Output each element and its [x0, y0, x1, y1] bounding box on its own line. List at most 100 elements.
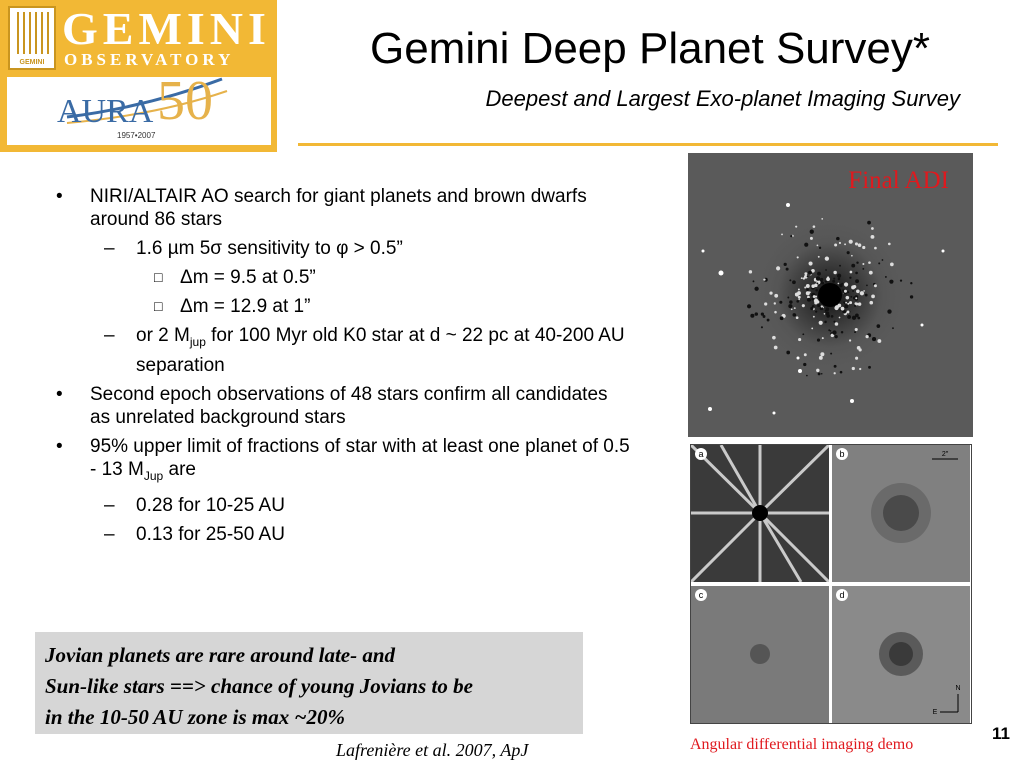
speckle [818, 246, 822, 250]
speckle [830, 333, 835, 338]
speckle [841, 282, 844, 285]
speckle [816, 368, 820, 373]
speckle [793, 307, 796, 310]
speckle [864, 293, 868, 297]
speckle [833, 372, 836, 375]
conclusion-line: in the 10-50 AU zone is max ~20% [45, 705, 345, 729]
speckle [776, 266, 781, 271]
speckle [802, 333, 805, 336]
speckle [781, 233, 783, 236]
speckle [816, 282, 819, 285]
speckle [862, 263, 865, 266]
speckle [825, 280, 828, 283]
speckle [816, 244, 819, 247]
speckle [760, 326, 763, 329]
speckle [811, 327, 814, 330]
bullet-text: Second epoch observations of 48 stars co… [90, 383, 608, 428]
speckle [854, 304, 857, 307]
speckle [824, 256, 830, 261]
speckle [851, 263, 856, 268]
speckle [773, 302, 776, 305]
speckle [796, 299, 800, 303]
speckle [789, 300, 793, 304]
speckle [851, 315, 857, 320]
speckle [876, 324, 881, 328]
speckle [839, 264, 841, 267]
aura-fifty: 50 [157, 70, 213, 132]
speckle [856, 261, 859, 264]
speckle [825, 311, 830, 316]
panel-label: b [836, 448, 848, 460]
bullet-marker: • [56, 383, 63, 405]
speckle [818, 355, 823, 360]
speckle [833, 270, 837, 275]
speckle [774, 310, 777, 314]
speckle [839, 283, 843, 288]
speckle [855, 271, 858, 275]
speckle [859, 291, 865, 296]
speckle [845, 301, 847, 304]
speckle [856, 289, 860, 294]
logo-top-band: GEMINI GEMINI OBSERVATORY [4, 2, 274, 74]
speckle [806, 288, 809, 291]
east-label: E [933, 709, 938, 716]
speckle [843, 301, 846, 304]
panel-d-image: N E [879, 632, 961, 716]
panel-label: c [695, 589, 707, 601]
speckle [798, 298, 800, 301]
speckle [869, 300, 874, 305]
speckle [811, 284, 815, 288]
speckle [855, 279, 860, 284]
speckle [832, 330, 837, 335]
conclusion-line: Sun-like stars ==> chance of young Jovia… [45, 674, 473, 698]
speckle [747, 304, 752, 309]
speckle [812, 315, 815, 318]
speckle [769, 291, 773, 295]
speckle [850, 295, 853, 298]
speckle [849, 276, 852, 279]
speckle [846, 310, 850, 314]
sub-bullet-text: 1.6 µm 5σ sensitivity to φ > 0.5” [136, 238, 403, 259]
speckle [887, 242, 891, 246]
speckle [862, 245, 866, 250]
speckle [844, 243, 847, 246]
speckle [910, 282, 913, 285]
speckle [795, 316, 799, 320]
speckle [763, 278, 766, 281]
sub-sub-bullet-text: Δm = 9.5 at 0.5” [180, 267, 316, 288]
speckle [808, 270, 812, 275]
speckle [838, 241, 842, 245]
speckle [762, 315, 766, 318]
speckle [848, 339, 852, 342]
aura-swoosh-icon [66, 77, 228, 124]
speckle [774, 293, 779, 298]
speckle [788, 304, 793, 309]
speckle [764, 302, 768, 306]
speckle [821, 281, 825, 285]
speckle [773, 345, 778, 350]
gemini-mark-icon: GEMINI [8, 6, 56, 70]
sub-bullet-item: – 1.6 µm 5σ sensitivity to φ > 0.5” [50, 237, 630, 260]
speckle [834, 243, 838, 247]
speckle [823, 312, 826, 315]
final-adi-label: Final ADI [848, 167, 949, 194]
sub-sub-bullet-item: □ Δm = 12.9 at 1” [50, 295, 630, 318]
dash-marker: – [104, 494, 115, 516]
speckle [811, 268, 815, 273]
panel-c-image [691, 586, 829, 723]
bullet-text: 95% upper limit of fractions of star wit… [90, 436, 630, 483]
panel-b-image: 2″ [871, 451, 958, 543]
speckle [844, 304, 849, 309]
speckle [816, 338, 821, 342]
speckle [766, 318, 770, 322]
speckle [810, 306, 814, 311]
speckle [874, 246, 877, 250]
speckle [899, 279, 903, 282]
speckle [790, 308, 793, 311]
speckle [821, 218, 824, 220]
speckle [846, 251, 850, 255]
speckle [760, 312, 765, 316]
speckle [842, 309, 847, 314]
sub-bullet-text: or 2 Mjup for 100 Myr old K0 star at d ~… [136, 325, 625, 376]
speckle [808, 261, 813, 266]
